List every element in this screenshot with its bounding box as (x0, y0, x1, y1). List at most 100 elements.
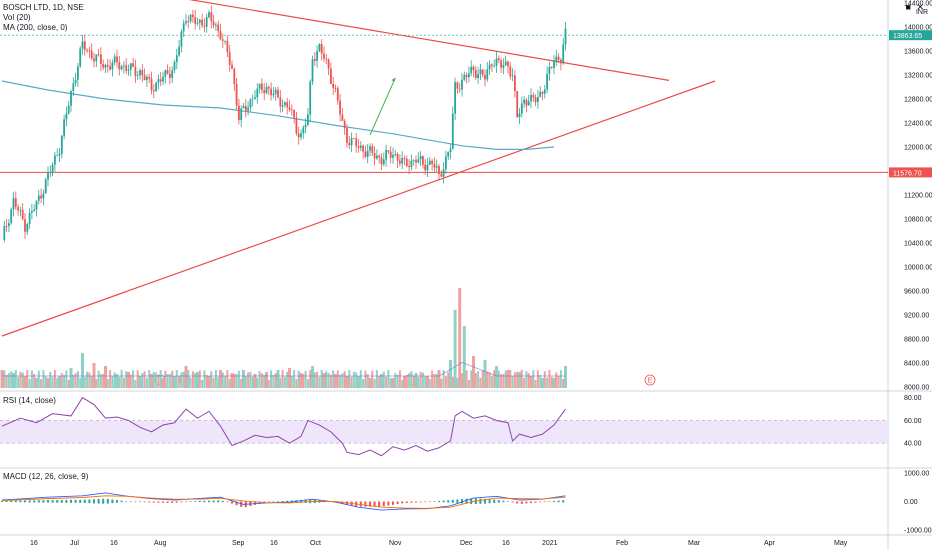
macd-histogram-bar (396, 501, 399, 505)
volume-bar (157, 375, 160, 388)
rsi-band (0, 420, 888, 444)
candle-body (417, 159, 420, 163)
candle-body (100, 54, 102, 65)
volume-bar (53, 370, 56, 388)
candle-body (371, 146, 374, 154)
macd-histogram-bar (254, 501, 256, 505)
volume-bar (56, 377, 59, 388)
volume-bar (477, 371, 480, 388)
candle-body (456, 82, 459, 89)
macd-histogram-bar (369, 501, 371, 507)
volume-bar (368, 378, 372, 388)
arrow-annotation[interactable] (369, 77, 396, 136)
candle-body (357, 146, 360, 148)
candle-body (242, 105, 245, 109)
volume-bar (391, 378, 395, 388)
macd-tick-label: -1000.00 (904, 528, 932, 535)
volume-bar (318, 376, 321, 388)
macd-histogram-bar (221, 500, 224, 503)
rsi-legend: RSI (14, close) (3, 396, 56, 405)
macd-histogram-bar (401, 501, 404, 504)
volume-bar (550, 376, 553, 388)
time-tick-label: May (834, 540, 848, 547)
lower-trendline[interactable] (1, 80, 716, 337)
volume-bar (297, 370, 300, 388)
price-pane[interactable]: DEEE (0, 0, 888, 386)
volume-bar (191, 371, 194, 388)
lock-icon[interactable]: ■ (905, 2, 911, 12)
volume-bar (306, 378, 309, 388)
volume-bar (253, 374, 257, 388)
candle-body (35, 200, 38, 210)
candle-body (474, 69, 477, 78)
rsi-pane[interactable] (0, 397, 888, 457)
macd-pane[interactable] (1, 492, 566, 511)
candle-body (109, 66, 111, 70)
volume-pane (0, 288, 567, 388)
volume-bar (283, 376, 286, 388)
volume-bar (428, 378, 431, 388)
candle-body (366, 150, 369, 157)
macd-histogram-bar (231, 501, 233, 504)
event-marker[interactable] (644, 374, 656, 386)
candle-body (387, 150, 390, 152)
volume-bar (364, 370, 367, 388)
time-axis[interactable]: 16 Jul 16 Aug Sep 16 Oct Nov Dec 16 2021 Feb Mar Apr M… (30, 540, 848, 547)
candle-body (14, 198, 17, 207)
price-tick-label: 11200.00 (904, 193, 932, 200)
candle-body (511, 75, 514, 77)
upper-trendline[interactable] (175, 0, 670, 81)
volume-bar (203, 370, 206, 388)
candle-body (19, 209, 22, 211)
candle-body (249, 99, 252, 108)
candle-body (231, 64, 233, 69)
macd-histogram-bar (433, 501, 436, 502)
macd-histogram-bar (300, 499, 302, 503)
macd-histogram-bar (557, 500, 560, 503)
volume-bar (408, 373, 411, 388)
candle-body (336, 88, 339, 101)
volume-bar (527, 373, 530, 388)
volume-bar (380, 374, 383, 388)
price-tick-label: 10400.00 (904, 241, 932, 248)
volume-bar (382, 371, 385, 388)
macd-histogram-bar (447, 500, 450, 503)
macd-histogram-bar (51, 500, 54, 503)
time-tick-label: Apr (764, 540, 776, 547)
candle-body (189, 14, 192, 22)
macd-histogram-bar (226, 501, 229, 503)
candle-body (403, 158, 406, 159)
macd-histogram-bar (212, 500, 215, 503)
volume-bar (111, 375, 114, 388)
candle-body (272, 93, 275, 96)
macd-histogram-bar (1, 500, 3, 502)
volume-bar (148, 370, 151, 388)
candle-body (353, 138, 355, 139)
macd-histogram-bar (217, 500, 220, 503)
candle-body (219, 31, 222, 40)
macd-histogram-bar (88, 499, 91, 504)
candle-body (42, 193, 45, 199)
volume-bar (467, 379, 470, 388)
close-icon[interactable]: ✕ (916, 2, 924, 12)
volume-bar (175, 370, 178, 388)
candle-body (224, 40, 226, 42)
candle-body (488, 64, 491, 70)
candle-body (295, 117, 298, 134)
candle-body (263, 90, 266, 94)
candle-body (497, 58, 500, 61)
candle-body (438, 166, 440, 174)
volume-bar (322, 373, 326, 388)
candle-body (8, 223, 10, 227)
candle-body (270, 88, 272, 96)
macd-histogram-bar (562, 500, 565, 503)
price-axis[interactable]: 14400.00 14000.00 13600.00 13200.00 12800.00… (889, 1, 932, 535)
candle-body (24, 219, 26, 232)
candle-body (313, 59, 316, 61)
candle-body (412, 160, 415, 162)
candle-body (205, 17, 208, 27)
macd-histogram-bar (83, 499, 86, 503)
candle-body (164, 70, 167, 77)
macd-histogram-bar (79, 499, 82, 503)
